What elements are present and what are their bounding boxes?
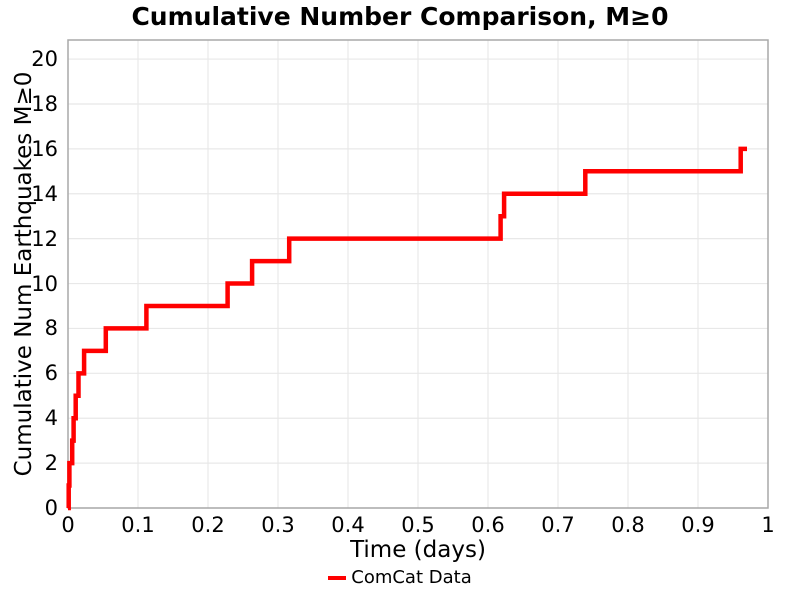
y-tick-label: 2 — [44, 451, 58, 476]
y-tick-label: 18 — [31, 91, 58, 116]
chart-title: Cumulative Number Comparison, M≥0 — [131, 2, 669, 31]
x-tick-label: 0.9 — [681, 513, 715, 537]
legend-label: ComCat Data — [351, 567, 472, 588]
x-tick-label: 0.3 — [261, 513, 295, 537]
x-tick-label: 0 — [61, 513, 75, 537]
step-line-chart — [66, 39, 769, 511]
y-tick-label: 4 — [44, 406, 58, 431]
plot-area — [66, 39, 769, 511]
y-tick-label: 12 — [31, 226, 58, 251]
x-tick-label: 0.4 — [331, 513, 365, 537]
y-tick-label: 10 — [31, 271, 58, 296]
x-tick-label: 0.7 — [541, 513, 575, 537]
plot-border — [67, 39, 769, 509]
series-line-comcat-data — [66, 146, 747, 511]
x-tick-label: 0.6 — [471, 513, 505, 537]
x-tick-label: 1 — [761, 513, 775, 537]
x-tick-label: 0.2 — [191, 513, 225, 537]
y-tick-label: 0 — [44, 496, 58, 520]
x-tick-label: 0.8 — [611, 513, 645, 537]
y-tick-label: 20 — [31, 47, 58, 72]
y-tick-label: 8 — [44, 316, 58, 341]
legend: ComCat Data — [0, 567, 800, 589]
y-tick-label: 14 — [31, 181, 58, 206]
legend-line-marker — [328, 575, 347, 581]
x-tick-label: 0.5 — [401, 513, 435, 537]
x-axis-label: Time (days) — [350, 537, 486, 563]
y-tick-label: 16 — [31, 136, 58, 161]
y-tick-label: 6 — [44, 361, 58, 386]
x-tick-label: 0.1 — [121, 513, 155, 537]
